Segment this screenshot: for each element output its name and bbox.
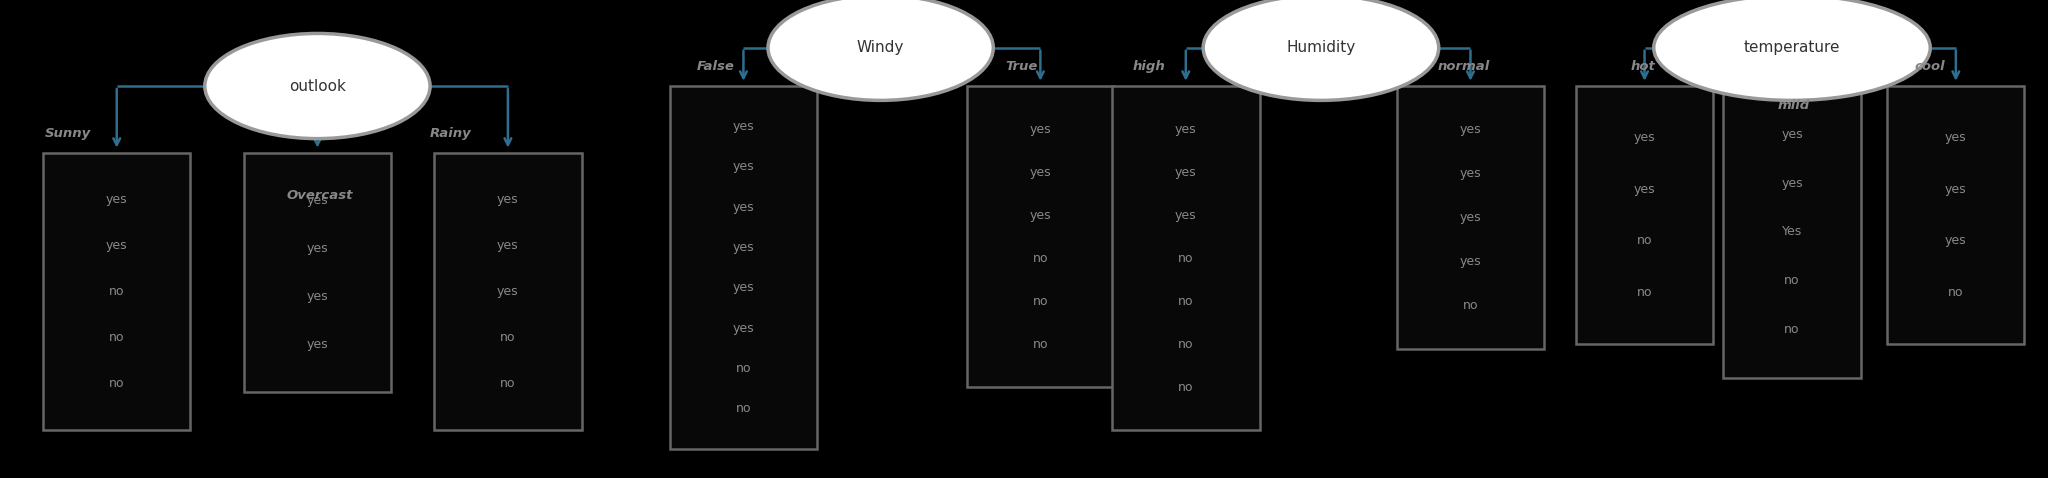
Text: no: no (1032, 337, 1049, 351)
Text: yes: yes (307, 194, 328, 207)
Text: False: False (696, 60, 733, 74)
Text: yes: yes (1176, 122, 1196, 136)
Ellipse shape (768, 0, 993, 100)
Text: Yes: Yes (1782, 225, 1802, 239)
Text: yes: yes (1176, 208, 1196, 222)
Text: yes: yes (733, 120, 754, 133)
Text: yes: yes (733, 322, 754, 335)
Text: no: no (1636, 286, 1653, 299)
Text: yes: yes (307, 242, 328, 255)
Text: yes: yes (733, 201, 754, 214)
Ellipse shape (205, 33, 430, 139)
Text: no: no (735, 362, 752, 375)
Text: yes: yes (1946, 234, 1966, 248)
Text: yes: yes (1030, 208, 1051, 222)
Ellipse shape (1655, 0, 1929, 100)
FancyBboxPatch shape (1112, 86, 1260, 430)
Text: yes: yes (1782, 177, 1802, 190)
Text: yes: yes (1782, 128, 1802, 141)
Text: yes: yes (1634, 131, 1655, 144)
Text: yes: yes (1460, 211, 1481, 224)
Text: hot: hot (1630, 60, 1655, 74)
Text: high: high (1133, 60, 1165, 74)
Text: no: no (1948, 286, 1964, 299)
Text: no: no (1178, 294, 1194, 308)
FancyBboxPatch shape (1577, 86, 1712, 344)
Text: no: no (735, 402, 752, 415)
Text: no: no (1784, 274, 1800, 287)
Text: yes: yes (498, 193, 518, 206)
Text: Sunny: Sunny (45, 127, 92, 141)
FancyBboxPatch shape (434, 153, 582, 430)
Text: no: no (500, 378, 516, 391)
Text: no: no (1784, 323, 1800, 336)
FancyBboxPatch shape (670, 86, 817, 449)
Text: yes: yes (1946, 131, 1966, 144)
Text: normal: normal (1438, 60, 1491, 74)
Ellipse shape (1202, 0, 1438, 100)
Text: Overcast: Overcast (287, 189, 352, 203)
Text: outlook: outlook (289, 78, 346, 94)
Text: no: no (1032, 251, 1049, 265)
Text: no: no (1178, 380, 1194, 394)
Text: yes: yes (1460, 123, 1481, 136)
Text: yes: yes (106, 193, 127, 206)
Text: no: no (1032, 294, 1049, 308)
Text: no: no (109, 378, 125, 391)
Text: Rainy: Rainy (430, 127, 471, 141)
Text: yes: yes (733, 282, 754, 294)
Text: Humidity: Humidity (1286, 40, 1356, 55)
Text: Windy: Windy (856, 40, 905, 55)
FancyBboxPatch shape (1724, 86, 1862, 378)
Text: yes: yes (1030, 165, 1051, 179)
Text: no: no (500, 331, 516, 344)
FancyBboxPatch shape (43, 153, 190, 430)
Text: no: no (1178, 251, 1194, 265)
Text: yes: yes (106, 239, 127, 252)
Text: yes: yes (1460, 255, 1481, 268)
Text: yes: yes (498, 239, 518, 252)
FancyBboxPatch shape (967, 86, 1114, 387)
Text: yes: yes (307, 290, 328, 303)
Text: yes: yes (1946, 183, 1966, 196)
Text: yes: yes (1030, 122, 1051, 136)
Text: mild: mild (1778, 98, 1810, 112)
Text: yes: yes (307, 337, 328, 351)
Text: no: no (109, 285, 125, 298)
Text: no: no (1462, 299, 1479, 312)
Text: yes: yes (498, 285, 518, 298)
Text: yes: yes (1634, 183, 1655, 196)
Text: no: no (1636, 234, 1653, 248)
Text: no: no (1178, 337, 1194, 351)
Text: yes: yes (733, 241, 754, 254)
Text: yes: yes (1460, 167, 1481, 180)
FancyBboxPatch shape (244, 153, 391, 392)
Text: yes: yes (733, 160, 754, 173)
Text: no: no (109, 331, 125, 344)
FancyBboxPatch shape (1397, 86, 1544, 349)
Text: temperature: temperature (1743, 40, 1841, 55)
Text: yes: yes (1176, 165, 1196, 179)
FancyBboxPatch shape (1888, 86, 2023, 344)
Text: cool: cool (1915, 60, 1946, 74)
Text: True: True (1006, 60, 1038, 74)
